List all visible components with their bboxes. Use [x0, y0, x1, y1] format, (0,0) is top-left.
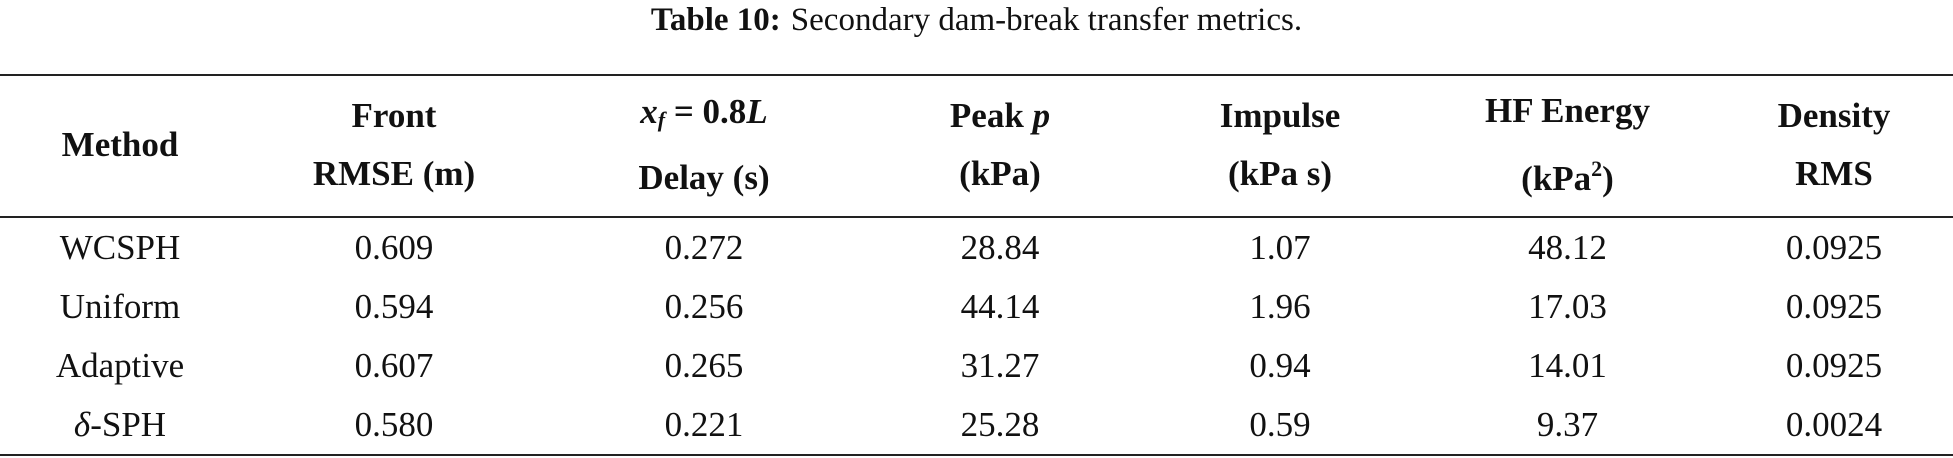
table-cell: 14.01 [1420, 336, 1715, 395]
method-text: -SPH [90, 405, 167, 444]
cell-text: 28.84 [960, 228, 1040, 267]
cell-text: 14.01 [1528, 346, 1607, 385]
header-text: (kPa) [959, 154, 1041, 193]
table-cell: 25.28 [860, 395, 1140, 455]
header-text: Peak [949, 96, 1033, 135]
cell-text: 31.27 [960, 346, 1040, 385]
metrics-table: Method Front RMSE (m) xf = 0.8L Delay (s) … [0, 74, 1953, 456]
header-cell: xf = 0.8L Delay (s) [548, 75, 860, 217]
table-cell: 0.0925 [1715, 336, 1953, 395]
caption-text: Secondary dam-break transfer metrics. [790, 2, 1303, 38]
method-text: Adaptive [55, 346, 185, 385]
cell-text: 1.07 [1249, 228, 1311, 267]
cell-text: 0.0024 [1785, 405, 1883, 444]
header-text: Delay (s) [638, 158, 770, 197]
table-cell: 9.37 [1420, 395, 1715, 455]
header-cell: Impulse (kPa s) [1140, 75, 1420, 217]
table-row: Adaptive 0.607 0.265 31.27 0.94 14.01 0.0925 [0, 336, 1953, 395]
cell-text: 0.256 [664, 287, 744, 326]
table-cell: 0.94 [1140, 336, 1420, 395]
table-cell: 0.265 [548, 336, 860, 395]
cell-text: 9.37 [1536, 405, 1599, 444]
cell-text: 1.96 [1249, 287, 1311, 326]
cell-text: 0.94 [1249, 346, 1311, 385]
table-cell: 0.609 [240, 217, 548, 277]
header-text: Front [351, 96, 437, 135]
table-row: δ-SPH 0.580 0.221 25.28 0.59 9.37 0.0024 [0, 395, 1953, 455]
table-cell: WCSPH [0, 217, 240, 277]
header-text: Method [61, 125, 179, 164]
table-cell: 0.59 [1140, 395, 1420, 455]
table-cell: 0.0925 [1715, 217, 1953, 277]
cell-text: 0.607 [354, 346, 434, 385]
header-text: HF Energy [1485, 91, 1650, 130]
table-cell: 0.594 [240, 277, 548, 336]
cell-text: 0.580 [354, 405, 434, 444]
cell-text: 0.594 [354, 287, 434, 326]
header-cell: Front RMSE (m) [240, 75, 548, 217]
table-cell: δ-SPH [0, 395, 240, 455]
table-cell: 0.256 [548, 277, 860, 336]
table-cell: 0.272 [548, 217, 860, 277]
method-text: Uniform [59, 287, 181, 326]
cell-text: 25.28 [960, 405, 1040, 444]
table-cell: 0.0925 [1715, 277, 1953, 336]
cell-text: 0.272 [664, 228, 744, 267]
table-row: WCSPH 0.609 0.272 28.84 1.07 48.12 0.0925 [0, 217, 1953, 277]
header-superscript: 2 [1591, 156, 1603, 181]
header-text: x [640, 92, 658, 131]
header-text: RMS [1795, 154, 1873, 193]
header-text: RMSE (m) [312, 154, 476, 193]
header-text: = 0.8 [665, 92, 747, 131]
header-text: Impulse [1219, 96, 1341, 135]
header-cell: Density RMS [1715, 75, 1953, 217]
cell-text: 17.03 [1528, 287, 1607, 326]
table-cell: 17.03 [1420, 277, 1715, 336]
header-row: Method Front RMSE (m) xf = 0.8L Delay (s) … [0, 75, 1953, 217]
header-text: p [1032, 96, 1051, 135]
cell-text: 48.12 [1528, 228, 1607, 267]
table-cell: 0.221 [548, 395, 860, 455]
table-cell: 28.84 [860, 217, 1140, 277]
header-text: L [746, 92, 768, 131]
cell-text: 0.609 [354, 228, 434, 267]
cell-text: 0.221 [664, 405, 744, 444]
table-row: Uniform 0.594 0.256 44.14 1.96 17.03 0.0925 [0, 277, 1953, 336]
table-cell: 48.12 [1420, 217, 1715, 277]
table-cell: Adaptive [0, 336, 240, 395]
cell-text: 44.14 [960, 287, 1040, 326]
table-caption: Table 10: Secondary dam-break transfer me… [0, 0, 1953, 40]
table-cell: 0.0024 [1715, 395, 1953, 455]
table-cell: 31.27 [860, 336, 1140, 395]
header-text: ) [1602, 159, 1614, 198]
header-cell: Peak p (kPa) [860, 75, 1140, 217]
cell-text: 0.59 [1249, 405, 1311, 444]
header-text: (kPa s) [1227, 154, 1333, 193]
table-cell: 44.14 [860, 277, 1140, 336]
cell-text: 0.0925 [1785, 228, 1883, 267]
method-text: δ [73, 405, 91, 444]
cell-text: 0.0925 [1785, 287, 1883, 326]
header-text: Density [1777, 96, 1891, 135]
header-cell: HF Energy (kPa2) [1420, 75, 1715, 217]
cell-text: 0.265 [664, 346, 744, 385]
table-cell: 1.07 [1140, 217, 1420, 277]
table-cell: 1.96 [1140, 277, 1420, 336]
header-text: (kPa [1521, 159, 1592, 198]
table-body: WCSPH 0.609 0.272 28.84 1.07 48.12 0.0925 Unifo… [0, 217, 1953, 455]
cell-text: 0.0925 [1785, 346, 1883, 385]
table-cell: 0.580 [240, 395, 548, 455]
caption-label: Table 10: [650, 2, 781, 38]
header-subscript: f [657, 107, 666, 132]
table-cell: Uniform [0, 277, 240, 336]
method-text: WCSPH [59, 228, 181, 267]
table-cell: 0.607 [240, 336, 548, 395]
header-cell: Method [0, 75, 240, 217]
